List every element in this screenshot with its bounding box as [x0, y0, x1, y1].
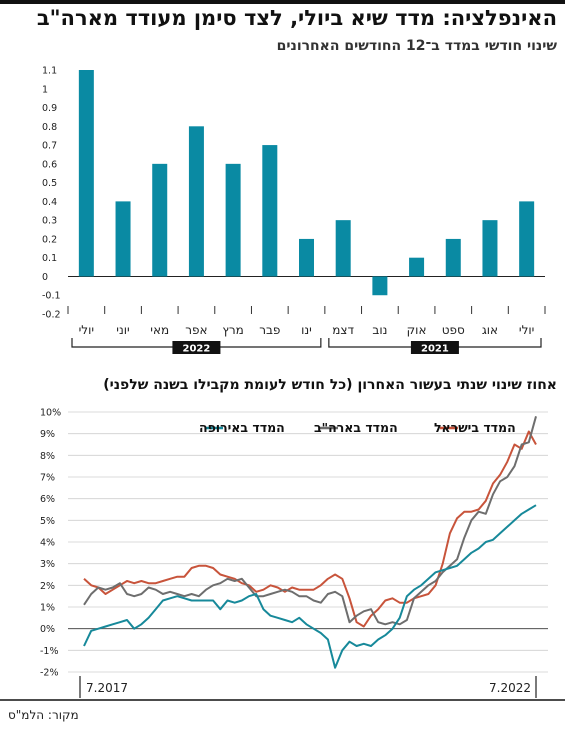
bar — [519, 201, 535, 277]
bar-y-tick: -0.2 — [42, 310, 61, 321]
bar-x-label: דצמ — [332, 323, 354, 337]
line-y-tick: 3% — [40, 559, 55, 570]
bar — [335, 220, 351, 277]
bar-x-label: אפר — [185, 323, 207, 337]
top-rule — [0, 0, 565, 4]
bar — [299, 238, 314, 277]
bar — [262, 145, 278, 277]
bar — [115, 201, 131, 277]
line-series — [83, 430, 537, 628]
line-y-tick: 9% — [40, 429, 55, 440]
line-y-tick: 7% — [40, 473, 55, 484]
source-note: מקור: הלמ"ס — [8, 708, 79, 722]
line-x-label: 7.2017 — [86, 681, 128, 695]
line-y-tick: 1% — [40, 603, 55, 614]
bar-x-label: יולי — [519, 323, 534, 337]
bar-x-label: מאי — [150, 323, 169, 337]
line-series — [83, 416, 537, 626]
bar — [188, 126, 204, 277]
bar-x-label: ינו — [301, 323, 312, 337]
bar-x-label: אוק — [407, 323, 427, 337]
line-x-label: 7.2022 — [489, 681, 531, 695]
line-y-tick: 2% — [40, 581, 55, 592]
line-y-tick: 10% — [40, 408, 61, 419]
bar-x-label: יוני — [116, 323, 129, 337]
bar-y-tick: 0.2 — [42, 234, 57, 245]
bar — [78, 70, 94, 277]
line-y-tick: 8% — [40, 451, 55, 462]
line-y-tick: 4% — [40, 538, 55, 549]
bar-x-label: יולי — [79, 323, 94, 337]
bar-y-tick: 0.9 — [42, 103, 57, 114]
year-label-bg — [172, 341, 221, 354]
bar-x-label: ספט — [442, 323, 465, 337]
bar-chart-title: שינוי חודשי במדד ב־12 החודשים האחרונים — [276, 38, 557, 54]
line-y-tick: -2% — [40, 668, 59, 679]
bar-y-tick: -0.1 — [42, 291, 61, 302]
bar-x-label: אוג — [482, 323, 498, 337]
line-series — [83, 504, 537, 669]
bar-y-tick: 0.4 — [42, 197, 57, 208]
bar-y-tick: 0.5 — [42, 178, 57, 189]
bar — [152, 163, 168, 277]
page-title: האינפלציה: מדד שיא ביולי, לצד סימן מעודד… — [36, 6, 557, 30]
year-label: 2022 — [183, 344, 211, 355]
bar-y-tick: 0.8 — [42, 122, 57, 133]
bar-x-label: מרץ — [222, 323, 243, 337]
line-chart-title: אחוז שינוי שנתי בעשור האחרון (כל חודש לע… — [103, 377, 557, 393]
bar-y-tick: 0.6 — [42, 159, 57, 170]
bar — [409, 257, 425, 277]
bar-y-tick: 0.1 — [42, 253, 57, 264]
year-label: 2021 — [421, 344, 449, 355]
bar-y-tick: 0.7 — [42, 141, 57, 152]
bar — [225, 163, 241, 277]
line-y-tick: 0% — [40, 624, 55, 635]
legend-label: המדד בישראל — [434, 420, 516, 435]
legend-label: המדד באירופה — [199, 420, 285, 435]
bar-x-label: נוב — [372, 323, 387, 337]
year-label-bg — [410, 341, 459, 354]
legend-label: המדד בארה"ב — [314, 420, 398, 435]
line-y-tick: 6% — [40, 494, 55, 505]
bar-y-tick: 1 — [42, 84, 48, 95]
bar — [445, 238, 461, 277]
line-y-tick: 5% — [40, 516, 55, 527]
bar-x-label: פבר — [259, 323, 280, 337]
bar-y-tick: 0 — [42, 272, 48, 283]
bar-y-tick: 0.3 — [42, 216, 57, 227]
line-y-tick: -1% — [40, 646, 59, 657]
bar-y-tick: 1.1 — [42, 66, 57, 77]
bar — [482, 220, 498, 277]
bar — [372, 276, 388, 296]
